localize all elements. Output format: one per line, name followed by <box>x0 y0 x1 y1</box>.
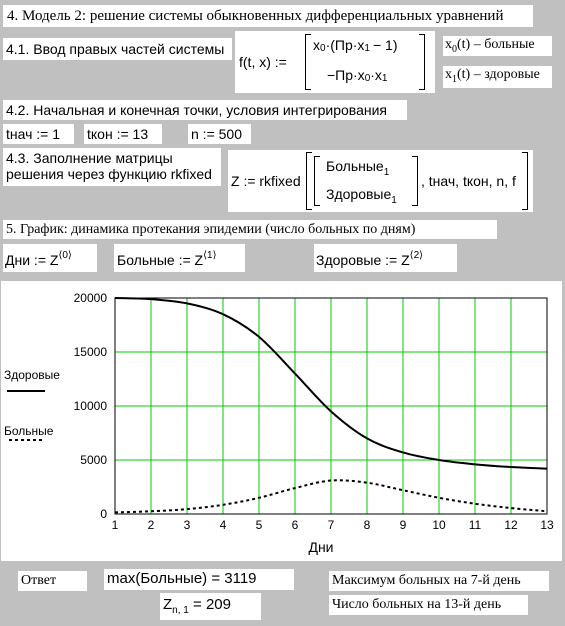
matrix-left-bracket <box>305 34 311 90</box>
series-healthy-line <box>114 297 548 470</box>
chart-axes <box>114 297 548 515</box>
x-tick-label: 1 <box>112 518 119 532</box>
legend-sick-label: Больные <box>4 424 54 438</box>
x-tick-label: 13 <box>540 518 554 532</box>
note-day-13: Число больных на 13-й день <box>329 595 528 615</box>
section-4-3-heading: 4.3. Заполнение матрицы решения через фу… <box>3 148 221 186</box>
chart-y-ticks: 0 5000 10000 15000 20000 <box>74 291 108 521</box>
chart-xlabel: Дни <box>308 539 333 555</box>
rkfixed-outer-left-bracket <box>306 152 312 210</box>
section-4-1-heading: 4.1. Ввод правых частей системы <box>3 38 232 60</box>
chart-x-ticks: 1 2 3 4 5 6 7 8 9 10 11 12 13 <box>112 518 554 532</box>
x-tick-label: 10 <box>432 518 446 532</box>
section-4-heading: 4. Модель 2: решение системы обыкновенны… <box>3 5 533 27</box>
note-x1-healthy: x1(t) – здоровые <box>443 66 552 88</box>
chart-grid <box>114 297 548 515</box>
rkfixed-inner-left-bracket <box>314 156 320 206</box>
legend-healthy-label: Здоровые <box>4 368 60 382</box>
max-sick-expression[interactable]: max(Больные) = 3119 <box>104 569 294 590</box>
y-tick-label: 10000 <box>74 399 108 413</box>
x-tick-label: 9 <box>400 518 407 532</box>
x-tick-label: 6 <box>292 518 299 532</box>
x-tick-label: 12 <box>504 518 518 532</box>
rkfixed-call[interactable]: Z := rkfixed Больные1 Здоровые1 , tнач, … <box>228 150 533 212</box>
sick-at-day-13-expression[interactable]: Zn, 1 = 209 <box>160 593 261 620</box>
matrix-right-bracket <box>419 34 425 90</box>
x-tick-label: 11 <box>469 518 482 532</box>
days-column-def[interactable]: Дни := Z⟨0⟩ <box>3 244 97 272</box>
function-lhs: f(t, x) := <box>239 54 287 70</box>
rkfixed-args: , tнач, tкон, n, f <box>421 173 516 189</box>
y-tick-label: 0 <box>100 507 107 521</box>
param-tstart[interactable]: tнач := 1 <box>3 124 74 144</box>
rkfixed-lhs: Z := rkfixed <box>231 173 301 189</box>
x-tick-label: 7 <box>328 518 335 532</box>
note-max-day: Максимум больных на 7-й день <box>329 571 549 591</box>
rkfixed-inner-right-bracket <box>412 156 418 206</box>
param-n[interactable]: n := 500 <box>188 124 251 144</box>
note-x0-sick: x0(t) – больные <box>443 36 552 56</box>
x-tick-label: 2 <box>148 518 155 532</box>
x-tick-label: 8 <box>364 518 371 532</box>
plot-frame <box>114 297 548 515</box>
rkfixed-initial-sick: Больные1 <box>326 158 390 178</box>
answer-label: Ответ <box>18 571 87 591</box>
x-tick-label: 5 <box>256 518 263 532</box>
function-row-2: −Пр·x 0 ·x 1 <box>327 67 388 84</box>
y-tick-label: 20000 <box>74 291 108 305</box>
x-tick-label: 3 <box>184 518 191 532</box>
epidemic-chart[interactable]: 1 2 3 4 5 6 7 8 9 10 11 12 13 0 5000 10000 15000 20000 Д… <box>1 281 562 561</box>
healthy-column-def[interactable]: Здоровые := Z⟨2⟩ <box>314 244 457 272</box>
x-tick-label: 4 <box>220 518 227 532</box>
section-5-heading: 5. График: динамика протекания эпидемии … <box>3 220 497 239</box>
y-tick-label: 5000 <box>80 453 107 467</box>
section-4-2-heading: 4.2. Начальная и конечная точки, условия… <box>3 100 407 120</box>
series-sick-line <box>114 479 548 514</box>
chart-lines <box>114 297 548 514</box>
param-tend[interactable]: tкон := 13 <box>84 124 162 144</box>
rkfixed-initial-healthy: Здоровые1 <box>326 186 397 206</box>
y-tick-label: 15000 <box>74 345 108 359</box>
rkfixed-outer-right-bracket <box>522 152 528 210</box>
sick-column-def[interactable]: Больные := Z⟨1⟩ <box>114 244 245 272</box>
